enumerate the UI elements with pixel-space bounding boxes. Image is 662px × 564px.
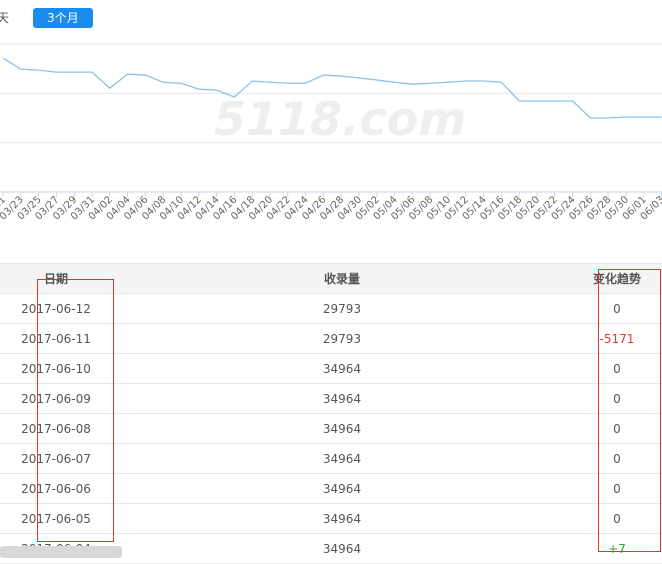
table-cell: 34964	[112, 413, 572, 444]
table-cell: 34964	[112, 443, 572, 474]
table-row: 2017-06-06 34964 0	[0, 473, 662, 504]
line	[2, 57, 662, 119]
table-row: 2017-06-10 34964 0	[0, 353, 662, 384]
table-cell: 2017-06-11	[0, 323, 112, 354]
table-cell: 34964	[112, 353, 572, 384]
table-cell: 34964	[112, 503, 572, 534]
table-cell: 0	[572, 353, 662, 384]
table-cell: -5171	[572, 323, 662, 354]
table-cell: 34964	[112, 533, 572, 564]
table-cell: 2017-06-07	[0, 443, 112, 474]
table-cell: 2017-06-12	[0, 293, 112, 324]
table-cell: 2017-06-10	[0, 353, 112, 384]
table-cell: 34964	[112, 383, 572, 414]
table-row: 2017-06-12 29793 0	[0, 293, 662, 324]
header-row: 日期 收录量 变化趋势	[0, 263, 662, 294]
table-cell: 0	[572, 413, 662, 444]
table-cell: 2017-06-09	[0, 383, 112, 414]
header-cell: 收录量	[112, 263, 572, 294]
scrollbar[interactable]	[0, 546, 122, 558]
chart: 5118.com 03/2103/2303/2503/2703/2903/310…	[0, 43, 662, 223]
tab[interactable]: 天	[0, 11, 10, 25]
table-cell: 0	[572, 383, 662, 414]
table-row: 2017-06-05 34964 0	[0, 503, 662, 534]
table-row: 2017-06-07 34964 0	[0, 443, 662, 474]
header-cell: 变化趋势	[572, 263, 662, 294]
table-row: 2017-06-11 29793 -5171	[0, 323, 662, 354]
table-cell: 2017-06-06	[0, 473, 112, 504]
table: 日期 收录量 变化趋势 2017-06-12 29793 0 2017-06-11 29793…	[0, 263, 662, 564]
table-cell: 2017-06-08	[0, 413, 112, 444]
header-cell: 日期	[0, 263, 112, 294]
table-cell: 34964	[112, 473, 572, 504]
table-cell: +7	[572, 533, 662, 564]
table-cell: 0	[572, 293, 662, 324]
watermark: 5118.com	[214, 92, 466, 146]
table-cell: 0	[572, 503, 662, 534]
table-cell: 0	[572, 473, 662, 504]
table-cell: 0	[572, 443, 662, 474]
table-cell: 29793	[112, 293, 572, 324]
table-cell: 2017-06-05	[0, 503, 112, 534]
table-cell: 29793	[112, 323, 572, 354]
tab-active[interactable]: 3个月	[33, 8, 93, 28]
table-row: 2017-06-08 34964 0	[0, 413, 662, 444]
table-row: 2017-06-09 34964 0	[0, 383, 662, 414]
